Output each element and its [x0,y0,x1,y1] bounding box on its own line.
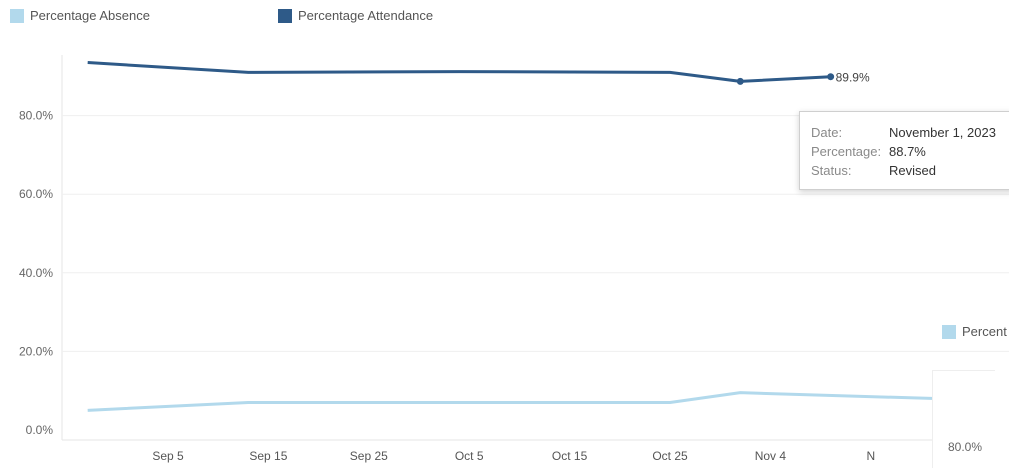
side-legend-item[interactable]: Percent [942,324,1007,339]
side-axis-tick: 80.0% [948,440,983,454]
tooltip-row-percentage: Percentage: 88.7% [811,142,1009,161]
tooltip-row-status: Status: Revised [811,161,1009,180]
legend-label-absence: Percentage Absence [30,8,150,23]
x-tick-label: Sep 5 [152,449,184,463]
x-tick-label: N [866,449,875,463]
series-line-attendance [87,61,831,83]
y-tick-label: 40.0% [19,266,53,280]
tooltip-key-date: Date: [811,125,843,140]
tooltip-key-percentage: Percentage: [811,144,882,159]
data-point-end [827,73,835,81]
x-tick-label: Sep 15 [249,449,287,463]
data-point-highlight [736,77,744,85]
x-tick-label: Oct 25 [652,449,688,463]
side-legend-label: Percent [962,324,1007,339]
chart-legend: Percentage Absence Percentage Attendance [10,8,561,23]
tooltip-row-date: Date: November 1, 2023 [811,123,1009,142]
legend-swatch-absence [10,8,24,23]
tooltip-value-status: Revised [889,163,936,178]
legend-swatch-attendance [277,8,292,23]
y-tick-label: 0.0% [26,423,54,437]
x-tick-label: Nov 4 [755,449,787,463]
end-data-label: 89.9% [836,71,870,85]
tooltip-value-percentage: 88.7% [889,144,926,159]
x-tick-label: Sep 25 [350,449,388,463]
legend-item-attendance[interactable]: Percentage Attendance [277,8,434,23]
x-tick-label: Oct 15 [552,449,588,463]
y-tick-label: 20.0% [19,344,53,358]
tooltip-key-status: Status: [811,163,852,178]
side-legend-swatch [942,324,956,339]
y-tick-label: 80.0% [19,109,53,123]
y-tick-label: 60.0% [19,187,53,201]
legend-item-absence[interactable]: Percentage Absence [10,8,150,23]
data-tooltip: Date: November 1, 2023 Percentage: 88.7%… [799,111,1009,190]
series-line-absence [87,391,936,412]
legend-label-attendance: Percentage Attendance [297,8,434,23]
tooltip-value-date: November 1, 2023 [889,125,996,140]
overlay-panel [932,370,995,468]
x-tick-label: Oct 5 [455,449,484,463]
